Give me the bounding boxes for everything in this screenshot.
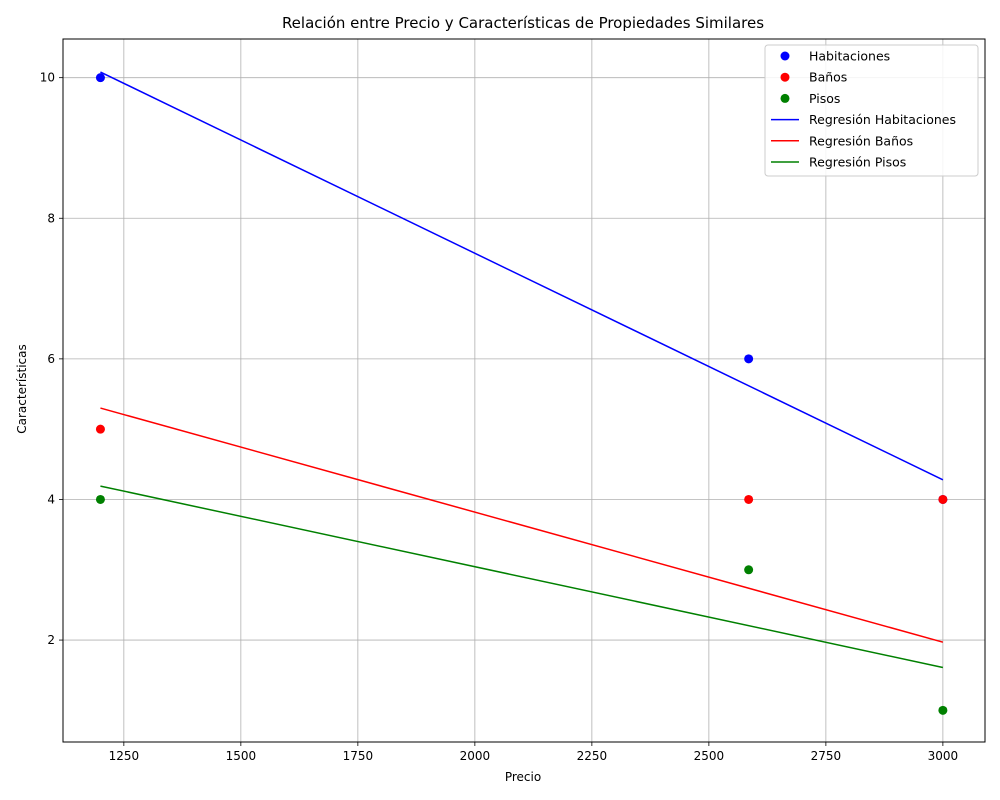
legend-label: Baños [809, 70, 847, 85]
regression-lines [100, 71, 944, 669]
y-tick-label: 8 [47, 211, 55, 225]
data-point [938, 494, 948, 504]
data-point [95, 494, 105, 504]
chart-title: Relación entre Precio y Características … [282, 14, 764, 32]
regression-line [100, 407, 944, 643]
legend-box [764, 44, 979, 177]
y-tick-label: 2 [47, 633, 55, 647]
x-tick-label: 1750 [343, 749, 374, 763]
legend-label: Habitaciones [809, 49, 890, 64]
regression-line [100, 71, 944, 481]
legend-label: Regresión Habitaciones [809, 112, 956, 127]
data-point [744, 565, 754, 575]
legend-label: Pisos [809, 91, 840, 106]
y-tick-label: 6 [47, 352, 55, 366]
axis-ticks: 1250 1500 1750 2000 2250 2500 2750 3000 2 4 6 8 10 [40, 71, 958, 763]
y-axis-label: Características [15, 344, 29, 433]
x-tick-label: 2250 [577, 749, 608, 763]
plot-frame [62, 38, 986, 743]
legend-label: Regresión Pisos [809, 155, 906, 170]
x-tick-label: 1500 [226, 749, 257, 763]
scatter-points [95, 73, 948, 715]
legend-marker [780, 93, 790, 103]
data-point [744, 354, 754, 364]
regression-line [100, 485, 944, 669]
x-axis-label: Precio [505, 770, 541, 784]
legend-label: Regresión Baños [809, 133, 913, 148]
x-tick-label: 3000 [928, 749, 959, 763]
legend-marker [780, 72, 790, 82]
data-point [744, 494, 754, 504]
y-tick-label: 10 [40, 71, 55, 85]
x-tick-label: 2750 [811, 749, 842, 763]
legend: Habitaciones Baños Pisos Regresión Habitaci… [764, 44, 979, 177]
x-tick-label: 2000 [460, 749, 491, 763]
x-tick-label: 2500 [694, 749, 725, 763]
data-point [95, 424, 105, 434]
data-point [95, 73, 105, 83]
y-tick-label: 4 [47, 492, 55, 506]
data-point [938, 705, 948, 715]
legend-marker [780, 51, 790, 61]
x-tick-label: 1250 [109, 749, 140, 763]
